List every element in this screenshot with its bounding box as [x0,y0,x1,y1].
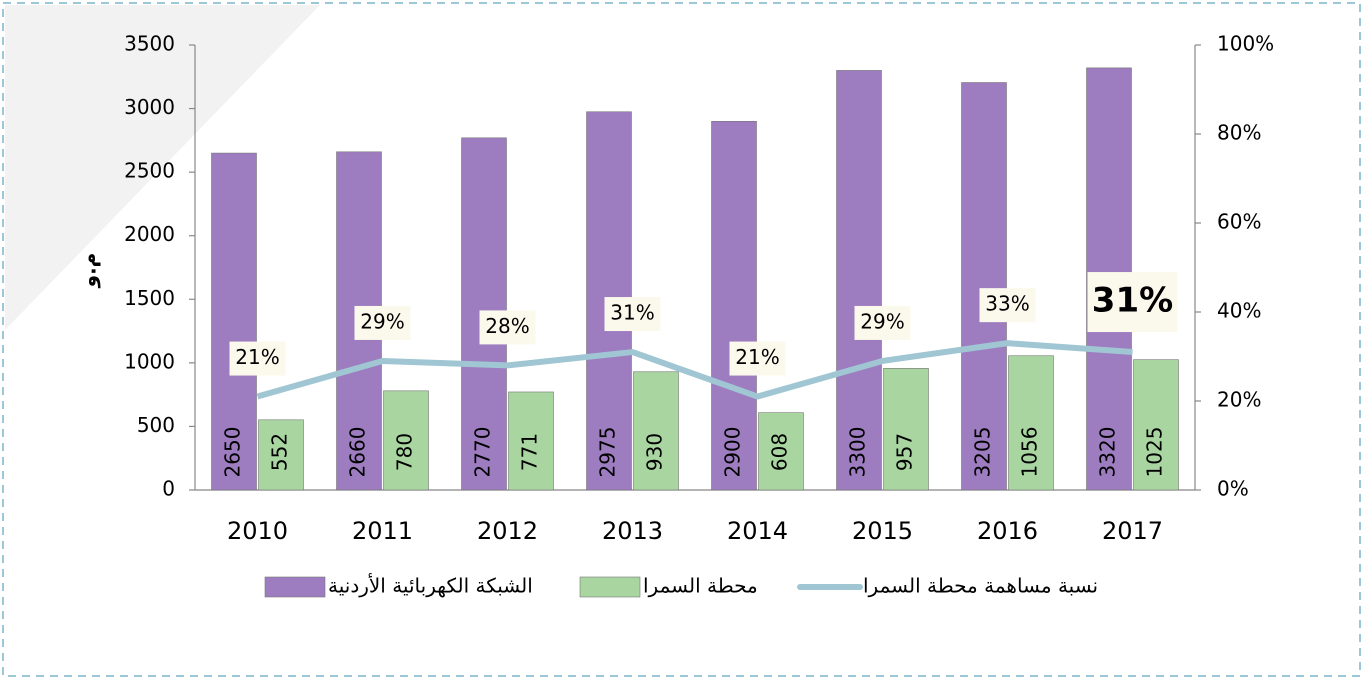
bar-label: 552 [268,433,292,471]
y2-tick-label: 0% [1217,477,1249,501]
value-label: 33% [985,292,1029,316]
bar-label: 2900 [721,427,745,478]
bar-label: 2770 [471,427,495,478]
x-tick-label: 2013 [602,517,663,545]
bar [711,120,757,491]
value-label: 28% [485,314,529,338]
x-tick-label: 2015 [852,517,913,545]
y2-tick-label: 80% [1217,121,1261,145]
bar [258,419,304,491]
bar-label: 2660 [346,427,370,478]
bar-label: 780 [393,433,417,471]
value-label: 29% [360,309,404,333]
bar-label: 608 [768,433,792,471]
x-tick-label: 2014 [727,517,788,545]
y-tick-label: 2500 [124,159,175,183]
legend-label: محطة السمرا [643,574,758,598]
value-label: 31% [610,301,654,325]
bar-label: 930 [643,433,667,471]
value-label-box [604,297,661,332]
y-tick-label: 500 [137,413,175,437]
bar-label: 3205 [971,427,995,478]
value-label-box [229,341,286,376]
value-label-box [854,305,911,340]
x-tick-label: 2010 [227,517,288,545]
bar-label: 2975 [596,427,620,478]
y-tick-label: 0 [162,477,175,501]
value-label: 31% [1092,281,1173,321]
bar [508,391,554,491]
x-tick-label: 2012 [477,517,538,545]
bar [961,82,1007,491]
y-tick-label: 3000 [124,95,175,119]
y2-tick-label: 20% [1217,388,1261,412]
y2-tick-label: 100% [1217,32,1274,56]
bar [1008,355,1054,491]
value-label: 21% [735,345,779,369]
value-label-box [479,310,536,345]
bar [1133,359,1179,491]
y2-tick-label: 40% [1217,299,1261,323]
bar-label: 2650 [221,427,245,478]
bar-label: 3300 [846,427,870,478]
y-tick-label: 2000 [124,222,175,246]
bar [836,70,882,491]
x-tick-label: 2016 [977,517,1038,545]
y-tick-label: 3500 [124,32,175,56]
bar-label: 1025 [1143,427,1167,478]
bar-label: 771 [518,433,542,471]
y2-tick-label: 60% [1217,210,1261,234]
value-label-box [979,288,1036,323]
bar [211,152,257,491]
bar [633,371,679,491]
y-tick-label: 1000 [124,349,175,373]
value-label-box [1087,272,1178,333]
bar-label: 1056 [1018,427,1042,478]
x-tick-label: 2011 [352,517,413,545]
bar [758,412,804,491]
y-axis-label: م.و [77,253,101,289]
y-tick-label: 1500 [124,286,175,310]
value-label: 29% [860,309,904,333]
value-label-box [354,305,411,340]
bar-label: 957 [893,433,917,471]
legend-swatch [579,576,641,598]
line [256,340,1133,400]
bar [383,390,429,491]
legend-swatch [264,576,326,598]
bar [883,368,929,491]
decor [5,5,320,330]
value-label: 21% [235,345,279,369]
x-tick-label: 2017 [1102,517,1163,545]
value-label-box [729,341,786,376]
legend-label: نسبة مساهمة محطة السمرا [863,574,1098,598]
legend-label: الشبكة الكهربائية الأردنية [328,574,533,598]
bar-label: 3320 [1096,427,1120,478]
